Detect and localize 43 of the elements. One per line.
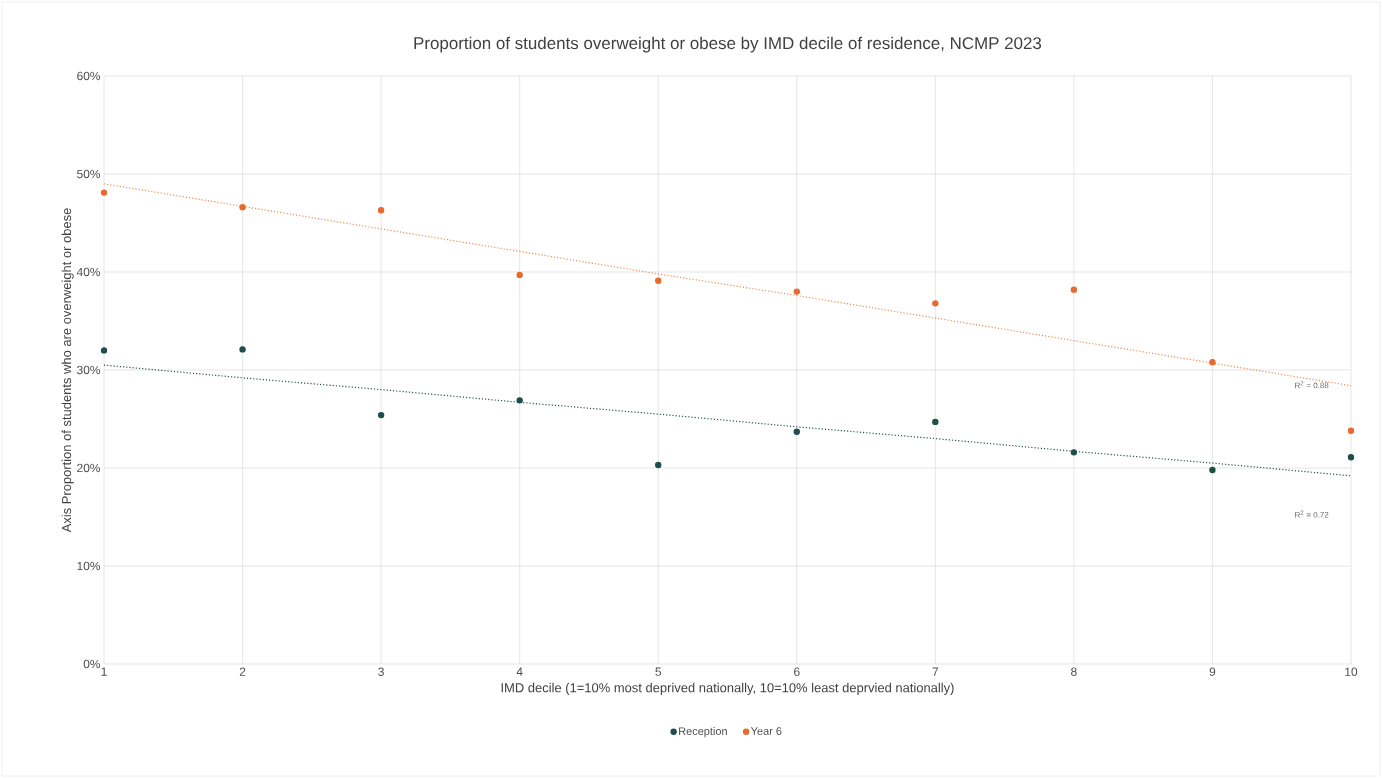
- y-tick-label: 0%: [83, 659, 101, 669]
- chart-title: Proportion of students overweight or obese by IMD decile of residence, NCMP 2023: [414, 36, 1042, 53]
- point: [1209, 466, 1216, 474]
- point: [1209, 358, 1216, 366]
- point: [1347, 454, 1355, 461]
- x-tick-label: 8: [1071, 667, 1077, 676]
- point: [100, 347, 108, 354]
- point: [516, 397, 523, 404]
- y-axis-title: Axis Proportion of students who are overweight or obese: [61, 208, 74, 533]
- point: [377, 411, 385, 419]
- legend-label: Reception: [679, 726, 727, 738]
- x-tick-label: 4: [516, 667, 523, 676]
- legend-label: Year 6: [750, 727, 782, 735]
- line-series: [103, 364, 1352, 477]
- y-tick-label: 40%: [76, 267, 101, 277]
- point: [655, 277, 662, 284]
- point: [1070, 449, 1078, 456]
- x-tick-label: 10: [1345, 667, 1358, 676]
- x-axis-title: IMD decile (1=10% most deprived nationally, 10=10% least deprvied nationally): [501, 682, 954, 695]
- point: [377, 207, 385, 214]
- point: [1070, 286, 1078, 293]
- point: [239, 346, 246, 353]
- y-tick-label: 20%: [77, 463, 101, 473]
- y-tick-label: 60%: [77, 71, 101, 81]
- point: [793, 428, 800, 435]
- y-tick-label: 10%: [77, 561, 101, 571]
- y-tick-label: 30%: [77, 365, 101, 375]
- x-tick-label: 6: [794, 667, 800, 676]
- x-tick-label: 9: [1209, 667, 1216, 676]
- x-tick-label: 7: [932, 667, 939, 676]
- point: [1347, 427, 1355, 434]
- point: [932, 300, 939, 307]
- point: [932, 418, 939, 426]
- x-tick-label: 2: [239, 667, 246, 676]
- x-tick-label: 1: [101, 667, 107, 676]
- point: [239, 204, 246, 211]
- point: [516, 271, 523, 279]
- y-tick-label: 50%: [77, 169, 101, 179]
- x-tick-label: 5: [655, 667, 662, 676]
- point: [100, 189, 108, 196]
- x-tick-label: 3: [378, 667, 384, 676]
- point: [655, 461, 662, 469]
- point: [793, 288, 800, 295]
